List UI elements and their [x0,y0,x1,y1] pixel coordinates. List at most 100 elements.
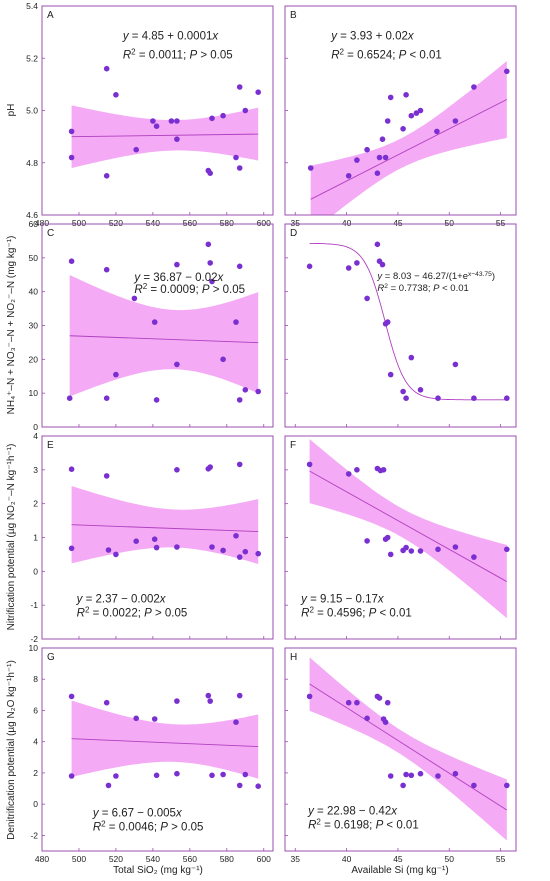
x-tick-label: 45 [393,854,403,864]
data-point [471,554,477,560]
data-point [68,128,75,135]
data-point [103,266,110,273]
data-point [113,92,119,98]
data-point [306,693,313,700]
confidence-band [69,275,259,397]
panel-letter: F [290,440,296,451]
panel-d: Dy = 8.03 − 46.27/(1+ex−43.75)R2 = 0.773… [284,223,517,428]
regression-line [309,470,507,582]
y-tick-label: 1 [33,533,38,543]
x-tick-label: 580 [220,854,234,864]
y-tick-label: 0 [33,799,38,809]
data-point [374,170,381,176]
data-point [209,772,215,779]
data-point [174,361,180,368]
panel-letter: A [47,10,54,21]
data-point [400,126,406,132]
data-point [209,278,215,285]
data-point [417,548,424,554]
data-point [174,698,180,704]
data-point [434,128,440,135]
r-squared-p-value: R2 = 0.0009; P > 0.05 [134,282,245,297]
y-tick-label: -2 [30,830,38,840]
data-point [364,715,370,722]
data-point [255,388,261,395]
data-point [209,115,215,122]
data-point [435,546,441,553]
regression-equation: y = 3.93 + 0.02x [330,30,415,42]
data-point [242,107,249,114]
x-tick-label: 540 [146,854,160,864]
data-point [387,94,394,101]
y-axis-title: Denitrification potential (µg N₂O kg⁻¹h⁻… [6,660,17,840]
confidence-band [71,700,259,779]
data-point [435,773,441,779]
data-point [151,319,158,325]
x-axis-title-available-si: Available Si (mg kg⁻¹) [351,865,448,876]
data-point [408,772,415,779]
x-tick-label: 580 [220,218,234,228]
data-point [236,692,243,699]
data-point [504,395,510,402]
data-point [255,89,261,95]
data-point [220,547,226,554]
data-point [452,118,459,124]
confidence-band [309,439,507,619]
data-point [345,699,352,706]
plot-area [69,275,259,397]
data-point [345,173,352,179]
data-point [174,118,180,124]
data-point [387,773,394,779]
data-point [236,554,243,560]
data-point [220,771,226,778]
data-point [236,263,243,270]
panel-b: 35 40 45 50 55 By = 3.93 + 0.02x R2 = 0.6524; … [284,5,517,228]
data-point [174,261,180,268]
data-point [376,695,383,701]
y-tick-label: 0 [33,566,38,576]
panel-g: 480 500 520 540 560 580 600 -2 0 2 4 6 8 10 Gy = 6.67 … [29,643,274,864]
regression-equation: y = 9.15 − 0.17x [300,593,385,605]
x-tick-label: 520 [109,854,123,864]
data-point [408,548,415,554]
y-tick-label: 10 [29,388,39,398]
y-tick-label: 2 [33,768,38,778]
data-point [236,397,243,403]
x-tick-label: 45 [393,218,403,228]
data-point [435,395,441,402]
y-axis-title: pH [6,104,17,117]
regression-equation: y = 36.87 − 0.02x [133,272,224,284]
regression-equation: y = 2.37 − 0.002x [76,593,167,605]
data-point [384,534,391,541]
regression-equation: y = 6.67 − 0.005x [92,807,183,819]
data-point [242,548,249,555]
y-tick-label: 4.6 [26,210,38,220]
data-point [452,544,459,550]
data-point [242,387,249,393]
data-point [233,719,239,725]
data-point [417,770,424,777]
x-tick-label: 600 [257,854,271,864]
data-point [307,165,314,171]
data-point [236,782,243,789]
data-point [255,783,261,789]
x-tick-label: 600 [257,218,271,228]
data-point [220,356,226,363]
data-point [354,699,360,706]
r-squared-p-value: R2 = 0.6524; P < 0.01 [331,47,442,62]
data-point [153,397,160,403]
data-point [68,258,75,265]
x-tick-label: 55 [496,218,506,228]
r-squared-p-value: R2 = 0.4596; P < 0.01 [301,605,412,620]
data-point [207,170,213,176]
data-point [68,466,75,473]
y-tick-label: 6 [33,705,38,715]
panel-frame [284,647,517,852]
data-point [345,471,352,477]
data-point [207,260,213,266]
data-point [233,533,239,539]
r-squared-p-value: R2 = 0.7738; P < 0.01 [377,282,468,294]
confidence-band [71,486,259,564]
data-point [400,388,406,395]
data-point [66,395,73,402]
